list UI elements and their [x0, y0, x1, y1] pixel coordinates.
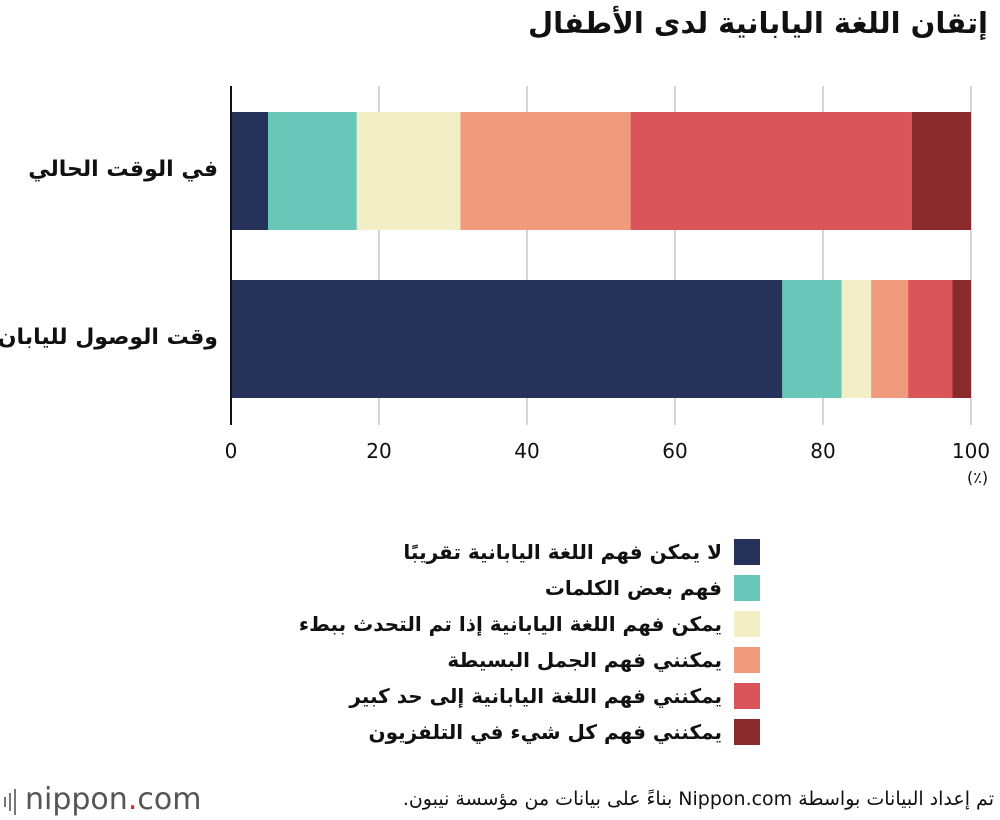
legend-swatch	[734, 647, 760, 673]
logo-suffix: com	[137, 782, 202, 817]
logo-text: nippon	[25, 782, 128, 817]
nippon-logo: nippon.com	[4, 782, 201, 818]
legend-item: يمكنني فهم اللغة اليابانية إلى حد كبير	[299, 678, 760, 714]
stacked-bar-chart: 0 20 40 60 80 100	[225, 86, 990, 463]
legend-swatch	[734, 611, 760, 637]
x-tick-label: 60	[662, 439, 687, 463]
bar-segment	[231, 112, 268, 230]
legend-swatch	[734, 539, 760, 565]
x-tick-label: 80	[810, 439, 835, 463]
bar-segment	[268, 112, 357, 230]
x-tick-label: 100	[952, 439, 990, 463]
bar-segment	[782, 280, 842, 398]
legend-item: يمكنني فهم الجمل البسيطة	[299, 642, 760, 678]
legend-label: لا يمكن فهم اللغة اليابانية تقريبًا	[403, 540, 722, 564]
category-label-arrival: وقت الوصول لليابان	[0, 325, 218, 350]
logo-dot: .	[127, 782, 138, 817]
bar-segment	[911, 112, 971, 230]
legend-label: يمكنني فهم اللغة اليابانية إلى حد كبير	[349, 684, 722, 708]
legend-swatch	[734, 719, 760, 745]
bar-segment	[952, 280, 971, 398]
legend-swatch	[734, 683, 760, 709]
bar-segment	[841, 280, 872, 398]
legend-label: يمكنني فهم الجمل البسيطة	[447, 648, 722, 672]
legend-item: يمكن فهم اللغة اليابانية إذا تم التحدث ب…	[299, 606, 760, 642]
source-note: تم إعداد البيانات بواسطة Nippon.com بناء…	[402, 788, 994, 810]
legend-label: يمكنني فهم كل شيء في التلفزيون	[368, 720, 723, 744]
x-tick-label: 0	[225, 439, 238, 463]
x-tick-label: 40	[514, 439, 539, 463]
bar-segment	[630, 112, 912, 230]
x-axis-unit-label: (٪)	[967, 468, 989, 487]
legend: لا يمكن فهم اللغة اليابانية تقريبًا فهم …	[299, 534, 760, 750]
chart-title: إتقان اللغة اليابانية لدى الأطفال	[528, 6, 988, 40]
category-label-current: في الوقت الحالي	[28, 157, 218, 182]
bar-segment	[871, 280, 909, 398]
bar-segment	[231, 280, 783, 398]
bar-segment	[460, 112, 631, 230]
legend-item: فهم بعض الكلمات	[299, 570, 760, 606]
x-tick-label: 20	[366, 439, 391, 463]
logo-bars-icon	[4, 783, 19, 818]
legend-item: لا يمكن فهم اللغة اليابانية تقريبًا	[299, 534, 760, 570]
legend-label: يمكن فهم اللغة اليابانية إذا تم التحدث ب…	[298, 612, 722, 636]
legend-swatch	[734, 575, 760, 601]
legend-label: فهم بعض الكلمات	[544, 576, 722, 600]
bar-segment	[356, 112, 461, 230]
bar-segment	[908, 280, 953, 398]
legend-item: يمكنني فهم كل شيء في التلفزيون	[299, 714, 760, 750]
